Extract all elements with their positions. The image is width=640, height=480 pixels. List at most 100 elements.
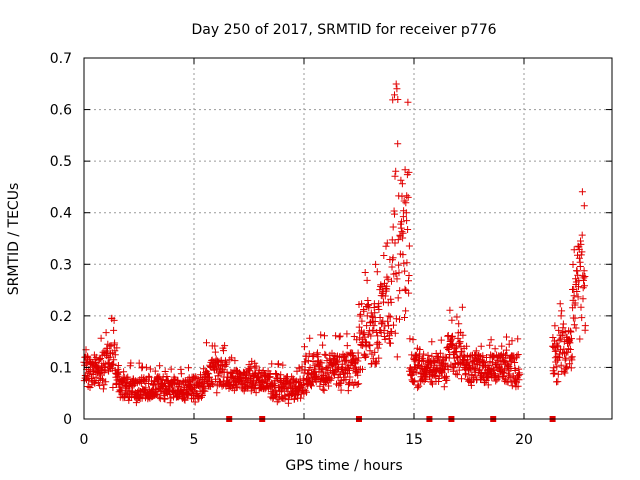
data-point (402, 307, 410, 315)
data-point (380, 327, 388, 335)
data-point (573, 267, 581, 275)
data-point (208, 379, 216, 387)
data-point (306, 334, 314, 342)
data-point (404, 193, 412, 201)
data-points (80, 80, 589, 407)
data-point (373, 268, 381, 276)
grid (84, 58, 612, 419)
data-point (400, 197, 408, 205)
data-point (397, 224, 405, 232)
data-point (405, 168, 413, 176)
data-point (251, 385, 259, 393)
plot-frame (83, 57, 613, 420)
data-point (574, 293, 582, 301)
data-point (370, 322, 378, 330)
data-point (449, 332, 456, 340)
data-point (316, 382, 324, 390)
data-point (410, 378, 417, 386)
data-point (566, 346, 574, 353)
data-point (346, 373, 354, 381)
data-point (455, 366, 463, 374)
data-point (484, 381, 492, 389)
data-point (375, 306, 383, 313)
x-tick-label: 15 (405, 432, 423, 448)
data-point (145, 373, 153, 381)
data-point (386, 313, 394, 321)
data-point (436, 349, 444, 357)
data-point (580, 274, 588, 282)
data-point (371, 348, 379, 356)
data-point (513, 352, 521, 360)
data-point (127, 359, 135, 367)
data-point (297, 394, 305, 402)
data-point (359, 342, 367, 349)
data-point (375, 340, 383, 348)
data-point (185, 364, 192, 372)
data-point (301, 387, 309, 395)
data-point (221, 342, 229, 350)
data-point (566, 360, 574, 368)
data-point (491, 345, 499, 353)
data-point (489, 366, 497, 374)
data-point (403, 259, 411, 267)
data-point (341, 352, 349, 360)
data-point (575, 283, 582, 291)
data-point (142, 363, 150, 371)
data-point (391, 210, 398, 218)
data-point (578, 231, 586, 239)
data-point (107, 342, 115, 350)
data-point (450, 364, 458, 372)
data-point (96, 381, 104, 389)
data-point (320, 386, 328, 394)
data-point (222, 357, 229, 365)
data-point (272, 370, 280, 377)
data-point (448, 333, 456, 341)
data-point (275, 396, 283, 404)
data-point (555, 326, 563, 334)
data-point (515, 376, 523, 384)
data-point (453, 313, 461, 321)
data-point (115, 368, 123, 376)
data-point (92, 359, 99, 366)
data-point (511, 367, 519, 374)
data-point (161, 395, 169, 403)
data-point (90, 378, 98, 386)
data-point (203, 339, 210, 347)
data-point (577, 303, 585, 311)
data-point (420, 350, 428, 358)
data-point (503, 333, 510, 341)
data-point (291, 395, 298, 403)
data-point (447, 341, 455, 348)
data-point (394, 140, 402, 148)
data-point (511, 359, 519, 366)
data-point (114, 362, 122, 369)
data-point (409, 336, 417, 344)
data-point (401, 267, 409, 275)
data-point (336, 332, 344, 340)
data-point (403, 192, 411, 200)
data-point (306, 364, 314, 371)
data-point (356, 312, 364, 320)
data-point (95, 356, 103, 363)
data-point (359, 365, 366, 373)
data-point (390, 321, 397, 329)
data-point (554, 370, 562, 378)
data-point (353, 381, 361, 388)
data-point (398, 180, 406, 188)
data-point (92, 373, 100, 381)
data-point (319, 385, 327, 393)
data-point (279, 361, 287, 369)
data-point (566, 339, 574, 347)
data-point (380, 298, 387, 306)
data-point (223, 360, 230, 368)
data-point (367, 319, 375, 327)
data-point (552, 347, 560, 355)
data-point (396, 315, 403, 323)
data-point (494, 364, 502, 372)
data-point (437, 336, 445, 344)
data-point (568, 335, 575, 343)
data-point (374, 332, 382, 340)
data-point (419, 357, 427, 365)
data-point (215, 369, 223, 377)
data-point (578, 188, 586, 196)
